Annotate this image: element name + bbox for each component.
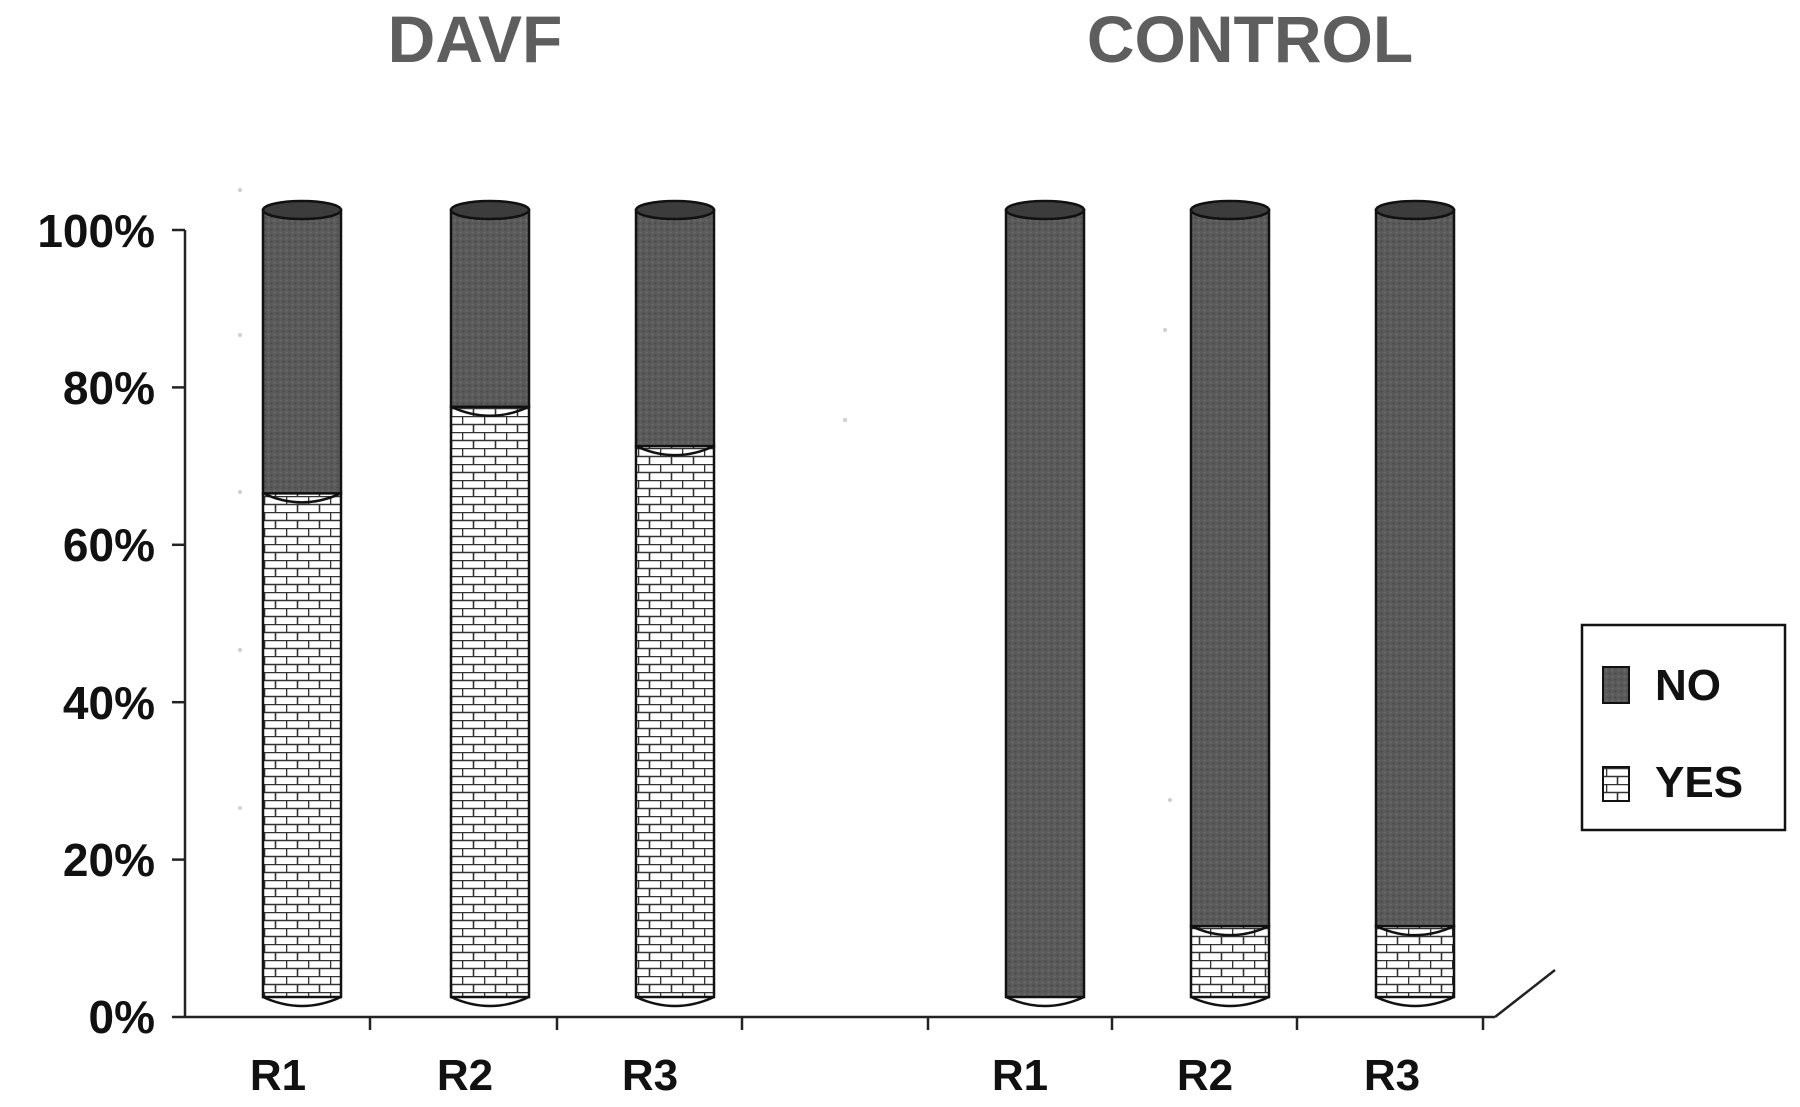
bar-base-5 <box>1375 995 1455 1008</box>
y-tick-marks <box>172 228 185 1019</box>
bar-cap-2 <box>634 199 716 221</box>
bar-no-3 <box>1004 208 1086 999</box>
bar-base-0 <box>262 995 342 1008</box>
bar-segment-boundary-2 <box>635 444 715 457</box>
y-tick-label-40: 40% <box>63 677 155 729</box>
legend: NO YES <box>1580 623 1787 832</box>
bar-segment-boundary-1 <box>450 405 530 417</box>
bars <box>261 199 1456 1008</box>
bar-segment-boundary-5 <box>1375 925 1455 937</box>
bar-cap-0 <box>261 199 343 221</box>
grid-dots <box>238 188 1172 810</box>
y-tick-label-60: 60% <box>63 519 155 571</box>
axes <box>183 230 1556 1019</box>
bar-cap-5 <box>1374 199 1456 221</box>
y-tick-labels: 0% 20% 40% 60% 80% 100% <box>37 205 155 1043</box>
y-tick-label-80: 80% <box>63 362 155 414</box>
bar-yes-2 <box>634 444 716 999</box>
bar-cap-1 <box>449 199 531 221</box>
floor-depth-line <box>1494 969 1556 1018</box>
x-label-control-r3: R3 <box>1364 1051 1420 1100</box>
bar-base-1 <box>450 995 530 1008</box>
bar-segment-boundary-4 <box>1190 925 1270 937</box>
bar-no-2 <box>634 208 716 448</box>
x-label-davf-r2: R2 <box>437 1051 493 1100</box>
x-label-davf-r3: R3 <box>622 1051 678 1100</box>
bar-cap-3 <box>1004 199 1086 221</box>
bar-no-1 <box>449 208 531 408</box>
bar-yes-4 <box>1189 924 1271 999</box>
bar-no-4 <box>1189 208 1271 928</box>
bar-base-3 <box>1005 995 1085 1008</box>
x-category-labels: R1 R2 R3 R1 R2 R3 <box>250 1051 1420 1100</box>
bar-yes-0 <box>261 492 343 999</box>
y-tick-label-20: 20% <box>63 834 155 886</box>
bar-no-0 <box>261 208 343 495</box>
group-title-control: CONTROL <box>1087 2 1413 76</box>
bar-yes-1 <box>449 405 531 999</box>
x-tick-marks <box>368 1017 1485 1030</box>
y-tick-label-100: 100% <box>37 205 155 257</box>
legend-box <box>1580 623 1787 832</box>
x-label-control-r2: R2 <box>1177 1051 1233 1100</box>
group-title-davf: DAVF <box>388 2 563 76</box>
bar-yes-5 <box>1374 924 1456 999</box>
bar-cap-4 <box>1189 199 1271 221</box>
y-tick-label-0: 0% <box>89 991 155 1043</box>
bar-segment-boundary-0 <box>262 492 342 504</box>
legend-label-yes: YES <box>1655 758 1743 807</box>
x-label-control-r1: R1 <box>992 1051 1048 1100</box>
bar-base-4 <box>1190 995 1270 1008</box>
legend-swatch-yes <box>1602 766 1630 802</box>
legend-swatch-no <box>1602 666 1630 704</box>
bar-no-5 <box>1374 208 1456 928</box>
bar-base-2 <box>635 995 715 1008</box>
x-label-davf-r1: R1 <box>250 1051 306 1100</box>
legend-label-no: NO <box>1655 661 1721 710</box>
